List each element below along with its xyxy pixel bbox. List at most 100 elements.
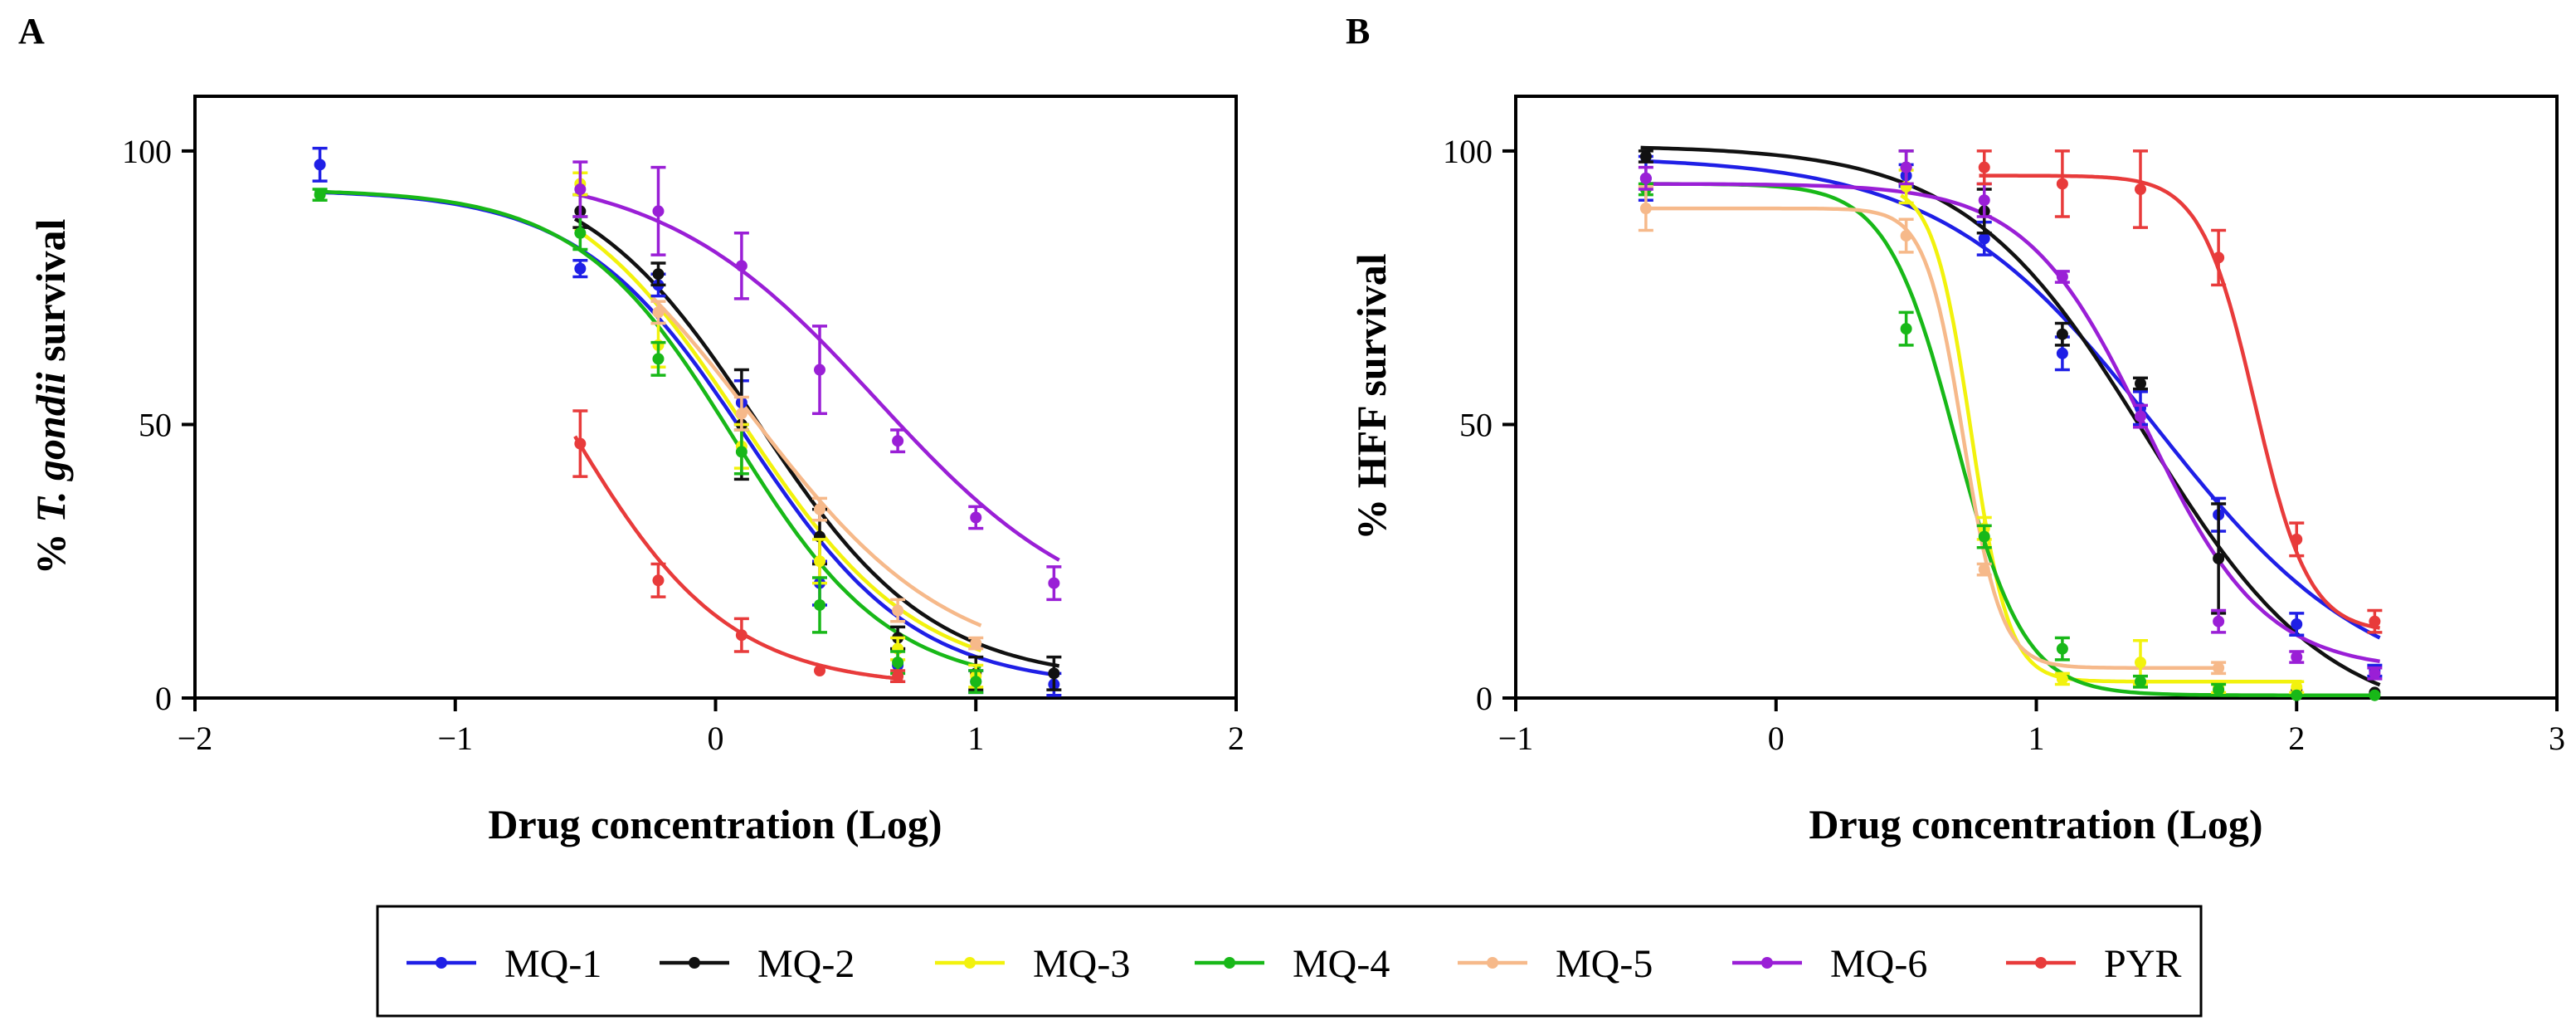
panel-b-data-point-mq-2	[1638, 149, 1653, 164]
panel-b-marker	[2056, 271, 2068, 283]
panel-b-data-point-mq-4	[1898, 310, 1914, 347]
panel-a-marker	[314, 159, 326, 171]
panel-b-data-point-mq-6	[2211, 608, 2227, 634]
legend-item-mq-3: MQ-3	[935, 942, 1130, 986]
panel-b-x-tick-label: 1	[2028, 720, 2045, 757]
panel-b-data-point-mq-6	[1898, 149, 1914, 186]
panel-b-fit-curve-mq-2	[1640, 145, 2381, 687]
panel-b-marker	[2369, 667, 2381, 680]
legend-swatch-marker	[2035, 957, 2047, 969]
panel-a: A −2 −1 0 1 2 0 50 100 Drug concentration (Log)…	[18, 11, 1244, 847]
panel-a-y-title-prefix: %	[27, 523, 74, 575]
panel-a-data-point-mq-5	[812, 496, 827, 522]
panel-b-data-point-mq-4	[1976, 524, 1992, 549]
panel-b-x-tick-label: 2	[2288, 720, 2305, 757]
panel-a-data-points	[312, 146, 1062, 697]
panel-a-marker	[970, 511, 982, 524]
panel-b-data-point-mq-6	[2133, 403, 2148, 429]
panel-b-fit-curve-mq-6	[1640, 182, 2380, 664]
legend-swatch-marker	[689, 957, 700, 969]
legend-label: MQ-2	[757, 942, 855, 986]
legend-item-mq-1: MQ-1	[407, 942, 601, 986]
panel-b-x-tick-label: 0	[1768, 720, 1785, 757]
panel-a-marker	[892, 435, 904, 447]
panel-a-y-tick-label: 50	[139, 406, 172, 443]
panel-b-fit-curves	[1640, 145, 2381, 697]
panel-a-fit-curve-mq-4	[314, 189, 982, 669]
panel-b-marker	[2135, 676, 2146, 688]
panel-b-x-tick-label: 3	[2549, 720, 2565, 757]
panel-b-marker	[2213, 684, 2225, 696]
panel-a-marker	[1048, 577, 1060, 589]
panel-a-marker	[652, 268, 665, 281]
legend-item-mq-2: MQ-2	[660, 942, 855, 986]
panel-b-data-point-mq-4	[2369, 689, 2381, 701]
panel-a-x-tick-label: 2	[1228, 720, 1244, 757]
panel-a-marker	[735, 260, 747, 272]
panel-a-data-point-mq-6	[968, 505, 984, 530]
panel-b-data-point-pyr	[2054, 149, 2070, 218]
panel-a-marker	[652, 205, 665, 217]
panel-b-marker	[2213, 662, 2225, 674]
panel-a-label: A	[18, 11, 45, 51]
panel-a-marker	[814, 555, 825, 568]
panel-a-fit-curve-mq-1	[314, 190, 1060, 678]
panel-b-data-point-mq-3	[2054, 671, 2070, 686]
panel-a-axis-ticks: −2 −1 0 1 2 0 50 100	[122, 133, 1244, 757]
panel-a-data-point-mq-6	[572, 160, 588, 218]
panel-a-data-point-mq-6	[733, 232, 749, 300]
panel-a-data-point-mq-1	[572, 258, 588, 279]
panel-b-marker	[2056, 672, 2068, 685]
panel-a-marker	[314, 188, 326, 201]
panel-a-marker	[814, 364, 825, 376]
panel-b-marker	[1639, 150, 1652, 163]
panel-b-data-point-pyr	[2367, 608, 2383, 634]
panel-a-marker	[814, 665, 825, 677]
panel-a-marker	[735, 408, 747, 420]
panel-a-data-point-mq-1	[312, 146, 328, 183]
panel-a-data-point-pyr	[650, 562, 666, 598]
panel-a-marker	[574, 227, 587, 239]
legend-swatch-marker	[1487, 957, 1498, 969]
panel-a-marker	[814, 503, 825, 515]
panel-b-fit-curve-mq-5	[1640, 206, 2224, 670]
panel-a-y-title-italic: T. gondii	[27, 372, 74, 523]
panel-b-fit-curve-pyr	[1979, 173, 2381, 630]
panel-a-marker	[892, 670, 904, 682]
panel-b-marker	[1900, 161, 1912, 173]
panel-a-marker	[574, 437, 587, 450]
legend-item-pyr: PYR	[2006, 942, 2181, 986]
panel-a-data-point-mq-5	[733, 395, 749, 432]
panel-b-y-tick-label: 0	[1476, 680, 1493, 717]
panel-a-data-point-mq-6	[812, 325, 827, 416]
panel-b-y-tick-label: 100	[1443, 133, 1493, 170]
legend-label: MQ-6	[1830, 942, 1927, 986]
panel-b-data-point-mq-6	[1638, 165, 1653, 191]
legend-item-mq-5: MQ-5	[1458, 942, 1653, 986]
panel-a-data-point-pyr	[572, 409, 588, 478]
legend-items: MQ-1 MQ-2 MQ-3 MQ-4 MQ-5 MQ-6 PYR	[407, 942, 2181, 986]
legend-label: MQ-1	[504, 942, 601, 986]
panel-a-x-tick-label: −2	[178, 720, 213, 757]
panel-a-data-point-mq-2	[1046, 655, 1062, 691]
panel-b-marker	[1900, 230, 1912, 242]
panel-b-marker	[2291, 533, 2303, 545]
panel-b-x-axis-title: Drug concentration (Log)	[1809, 801, 2262, 847]
panel-b-marker	[2213, 251, 2225, 264]
panel-b-marker	[2135, 657, 2146, 669]
panel-b-data-point-pyr	[2133, 149, 2148, 229]
panel-b-data-point-mq-2	[2133, 376, 2148, 391]
panel-b-data-point-mq-4	[2133, 674, 2148, 689]
panel-b-marker	[1978, 194, 1990, 207]
panel-b-data-point-mq-5	[1638, 185, 1653, 232]
panel-a-data-point-mq-5	[650, 300, 666, 325]
panel-a-marker	[735, 446, 747, 458]
panel-b-y-title-suffix: HFF survival	[1348, 253, 1395, 488]
panel-b-data-points	[1638, 149, 2383, 701]
panel-a-data-point-pyr	[814, 665, 825, 677]
panel-b-data-point-mq-2	[2211, 502, 2227, 615]
panel-a-fit-curve-mq-6	[574, 192, 1060, 562]
